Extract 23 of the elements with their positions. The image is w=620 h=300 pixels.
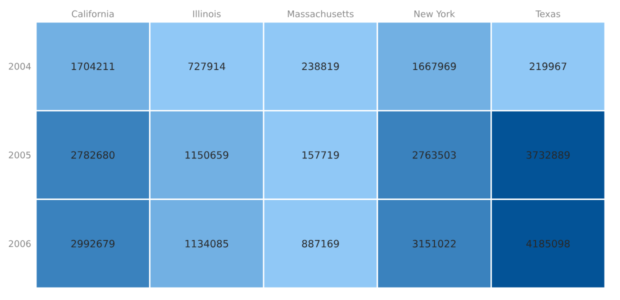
data-label: 887169: [302, 240, 339, 248]
data-label: 1150659: [186, 151, 228, 159]
x-tick-label: Massachusetts: [288, 10, 354, 18]
data-label: 1704211: [72, 62, 114, 70]
y-tick-label: 2006: [8, 240, 31, 248]
data-label: 157719: [302, 151, 339, 159]
data-label: 4185098: [526, 240, 570, 248]
y-tick-label: 2005: [8, 152, 30, 158]
data-label: 727914: [188, 62, 226, 70]
data-label: 3732889: [526, 151, 570, 159]
x-tick-label: New York: [414, 10, 456, 18]
data-label: 238819: [302, 62, 339, 70]
data-label: 1134085: [186, 240, 228, 248]
data-label: 3151022: [412, 240, 456, 248]
data-label: 2782680: [71, 151, 114, 159]
x-tick-label: California: [72, 10, 114, 18]
data-label: 2992679: [71, 240, 114, 248]
x-tick-label: Illinois: [193, 10, 221, 18]
data-label: 1667969: [413, 62, 456, 70]
data-label: 219967: [530, 62, 566, 70]
x-tick-label: Texas: [536, 10, 560, 18]
y-tick-label: 2004: [8, 62, 31, 70]
data-label: 2763503: [412, 151, 456, 159]
